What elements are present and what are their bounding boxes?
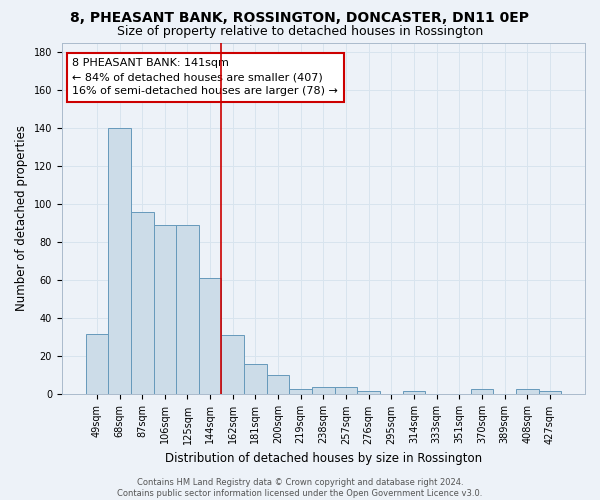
Bar: [358, 390, 380, 394]
Text: Size of property relative to detached houses in Rossington: Size of property relative to detached ho…: [117, 25, 483, 38]
Y-axis label: Number of detached properties: Number of detached properties: [15, 126, 28, 312]
Bar: [154, 225, 176, 394]
Text: Contains HM Land Registry data © Crown copyright and database right 2024.
Contai: Contains HM Land Registry data © Crown c…: [118, 478, 482, 498]
X-axis label: Distribution of detached houses by size in Rossington: Distribution of detached houses by size …: [165, 452, 482, 465]
Bar: [131, 212, 154, 394]
Bar: [199, 278, 221, 394]
Bar: [267, 376, 289, 394]
Bar: [289, 388, 312, 394]
Bar: [221, 336, 244, 394]
Text: 8, PHEASANT BANK, ROSSINGTON, DONCASTER, DN11 0EP: 8, PHEASANT BANK, ROSSINGTON, DONCASTER,…: [71, 11, 530, 25]
Bar: [244, 364, 267, 394]
Bar: [86, 334, 108, 394]
Bar: [312, 387, 335, 394]
Bar: [539, 390, 561, 394]
Bar: [108, 128, 131, 394]
Bar: [176, 225, 199, 394]
Bar: [403, 390, 425, 394]
Text: 8 PHEASANT BANK: 141sqm
← 84% of detached houses are smaller (407)
16% of semi-d: 8 PHEASANT BANK: 141sqm ← 84% of detache…: [72, 58, 338, 96]
Bar: [335, 387, 358, 394]
Bar: [516, 388, 539, 394]
Bar: [470, 388, 493, 394]
